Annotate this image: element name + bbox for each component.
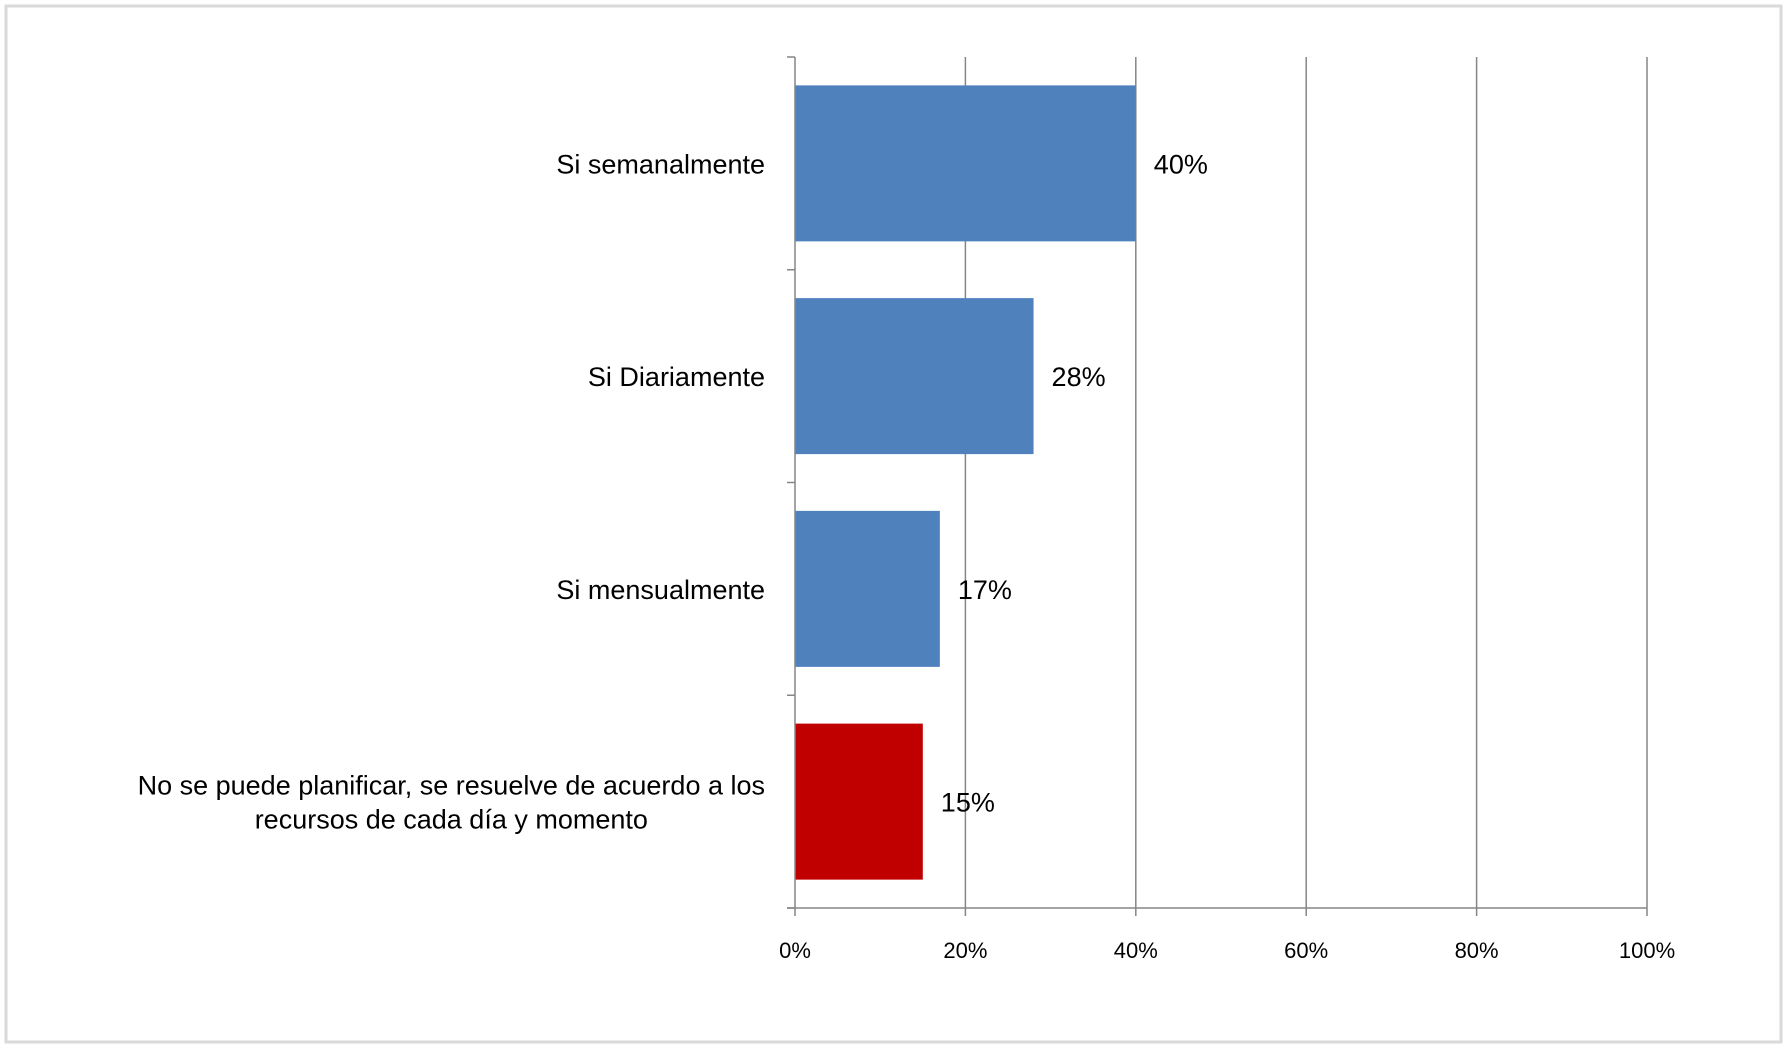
data-label: 15% [941,788,995,818]
x-tick-label: 80% [1455,938,1499,963]
bar [795,510,940,667]
category-label: No se puede planificar, se resuelve de a… [138,771,765,835]
bars [795,85,1136,880]
category-label-line: recursos de cada día y momento [255,805,648,835]
category-label: Si mensualmente [556,575,765,605]
category-label: Si Diariamente [588,362,765,392]
x-tick-label: 20% [943,938,987,963]
gridlines [4,4,1783,1044]
data-label: 40% [1154,149,1208,179]
bar [795,723,923,880]
category-label-line: Si mensualmente [556,575,765,605]
x-tick-label: 0% [779,938,811,963]
labels: 40% 28% 17% 15% 0% 20% 40% 60% 80% 100% Si semanal… [138,149,1676,963]
bar [795,298,1034,455]
x-tick-label: 60% [1284,938,1328,963]
category-label-line: Si semanalmente [556,149,765,179]
data-label: 17% [958,575,1012,605]
axes [787,56,1648,916]
x-tick-label: 100% [1619,938,1675,963]
category-label-line: Si Diariamente [588,362,765,392]
category-label: Si semanalmente [556,149,765,179]
data-label: 28% [1052,362,1106,392]
chart-border [4,4,1783,1044]
category-label-line: No se puede planificar, se resuelve de a… [138,771,765,801]
x-tick-label: 40% [1114,938,1158,963]
bar [795,85,1136,242]
